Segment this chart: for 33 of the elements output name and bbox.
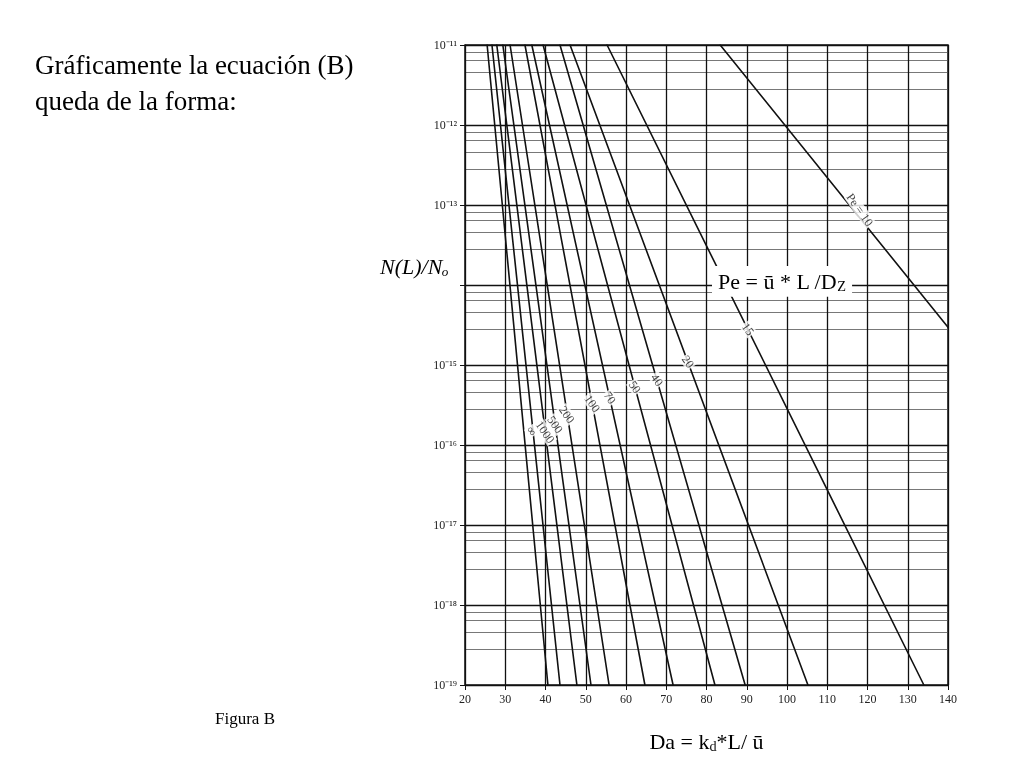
- annotation: Pe = 10: [843, 190, 877, 229]
- x-tick-label: 100: [778, 692, 796, 706]
- x-tick-label: 70: [660, 692, 673, 706]
- x-tick-label: 110: [818, 692, 837, 706]
- x-tick-label: 20: [459, 692, 471, 706]
- y-axis-title: N(L)/Nₒ: [379, 253, 449, 279]
- annotation: 15: [738, 320, 758, 339]
- x-tick-label: 120: [858, 692, 877, 706]
- x-tick-label: 140: [939, 692, 957, 706]
- x-tick-label: 130: [898, 692, 917, 706]
- x-tick-label: 30: [499, 692, 512, 706]
- annotation: 100: [581, 392, 604, 415]
- x-tick-label: 40: [539, 692, 552, 706]
- y-tick-label: 10⁻¹⁸: [433, 598, 457, 612]
- annotation: 20: [678, 352, 698, 371]
- x-tick-label: 50: [579, 692, 592, 706]
- y-tick-label: 10⁻¹⁵: [433, 358, 457, 372]
- x-tick-label: 80: [700, 692, 713, 706]
- x-axis-title: Da = kd*L/ ū: [649, 728, 764, 754]
- y-tick-label: 10⁻¹²: [433, 118, 458, 132]
- annotation: 70: [600, 388, 620, 407]
- y-tick-label: 10⁻¹³: [433, 198, 458, 212]
- annotation: 40: [647, 371, 667, 389]
- y-tick-label: 10⁻¹¹: [433, 38, 458, 52]
- annotation: Pe = ū * L /DZ: [718, 268, 847, 294]
- text: Gráficamente la ecuación (B) queda de la forma:: [35, 50, 361, 116]
- y-tick-label: 10⁻¹⁷: [433, 518, 457, 532]
- y-tick-label: 10⁻¹⁹: [433, 678, 457, 692]
- text: Figura B: [215, 709, 275, 728]
- x-tick-label: 60: [620, 692, 632, 706]
- x-tick-label: 90: [740, 692, 753, 706]
- y-tick-label: 10⁻¹⁶: [433, 438, 457, 452]
- annotation: 50: [625, 378, 645, 396]
